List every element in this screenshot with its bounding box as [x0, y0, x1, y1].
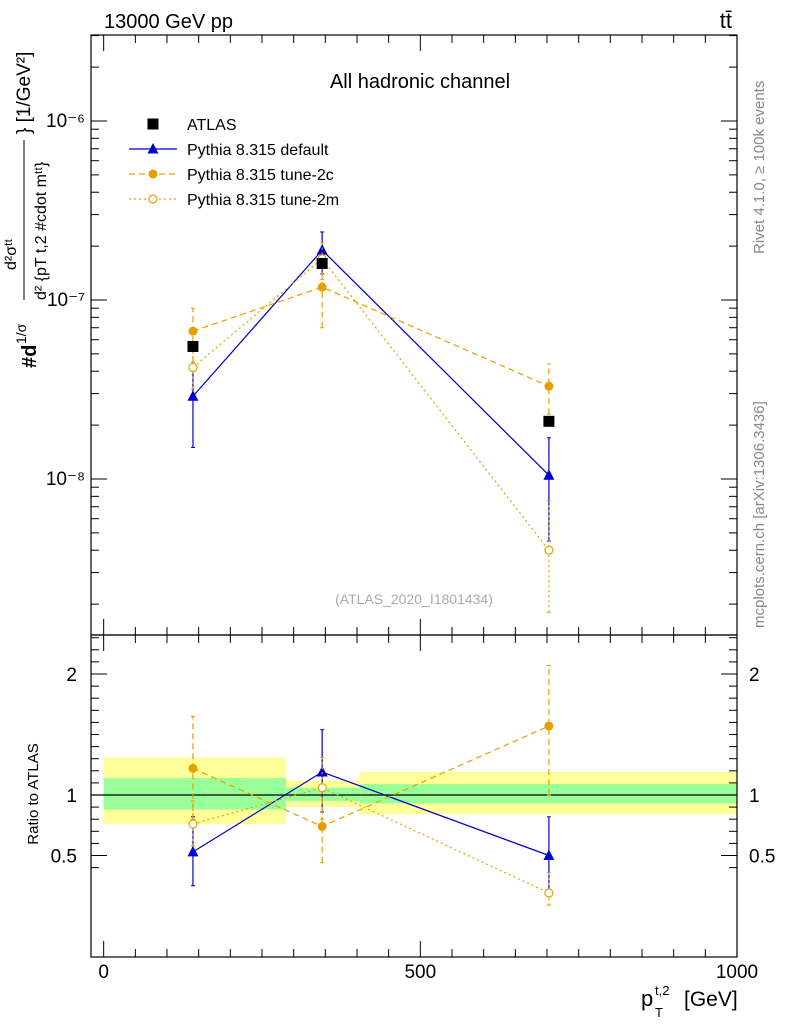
y-label-frac-num: d²σᵗᵗ — [3, 238, 20, 270]
ratio-line-3 — [192, 787, 550, 894]
ratio-plot-frame — [90, 634, 738, 958]
x-label-unit: [GeV] — [684, 988, 738, 1011]
ratio-tick-label-right: 0.5 — [749, 847, 775, 868]
legend-marker — [147, 143, 159, 154]
y-tick-label: 10⁻⁶ — [46, 111, 85, 132]
ratio-panel-data — [187, 665, 555, 906]
y-label-left-frac: 1/σ — [13, 323, 29, 344]
legend-marker — [148, 194, 158, 204]
data-point — [188, 326, 198, 336]
data-point — [187, 340, 199, 352]
ratio-y-label: Ratio to ATLAS — [25, 743, 42, 844]
ratio-point — [544, 721, 554, 731]
legend-marker — [147, 118, 159, 130]
energy-label: 13000 GeV pp — [104, 11, 233, 33]
watermark-label: (ATLAS_2020_I1801434) — [335, 591, 493, 607]
x-tick-label: 500 — [404, 962, 436, 983]
ratio-tick-label-right: 1 — [749, 786, 760, 807]
x-label-sub: T — [655, 1005, 663, 1020]
y-label-frac-den: d² {pT t,2 #cdot mᵗᵗ} — [33, 161, 50, 300]
ratio-point — [188, 763, 198, 773]
ratio-tick-label-left: 0.5 — [51, 847, 77, 868]
ratio-point — [316, 766, 328, 777]
data-point — [188, 362, 198, 373]
y-tick-label: 10⁻⁸ — [46, 469, 85, 490]
ratio-point — [188, 819, 198, 829]
data-point — [187, 390, 199, 401]
x-tick-label: 1000 — [716, 962, 758, 983]
legend-marker — [148, 169, 158, 179]
x-label-main: p — [641, 986, 653, 1011]
legend-label: Pythia 8.315 tune-2m — [187, 192, 339, 209]
legend-label: Pythia 8.315 tune-2c — [187, 167, 334, 184]
ratio-band-inner — [103, 778, 287, 810]
series-line-3 — [192, 257, 550, 551]
data-point — [544, 545, 554, 555]
ratio-point — [317, 821, 327, 831]
main-panel-data — [187, 231, 555, 613]
x-tick-label: 0 — [98, 962, 109, 983]
y-tick-label: 10⁻⁷ — [47, 290, 85, 311]
ratio-tick-label-right: 2 — [749, 665, 760, 686]
data-point — [544, 381, 554, 391]
legend-label: Pythia 8.315 default — [187, 142, 329, 159]
legend-label: ATLAS — [187, 117, 237, 134]
x-axis-label: p t,2 T [GeV] — [641, 983, 738, 1020]
ratio-axes: 0 500 1000 2 2 1 1 0.5 0.5 — [51, 35, 775, 983]
data-point — [316, 257, 328, 269]
series-line-2 — [192, 286, 550, 387]
ratio-tick-label-left: 1 — [66, 786, 77, 807]
ratio-band-inner — [286, 787, 361, 802]
process-label: tt̄ — [720, 8, 732, 33]
ratio-bands — [91, 757, 737, 825]
data-point — [543, 469, 555, 480]
ratio-point — [187, 845, 199, 857]
data-point — [543, 415, 555, 427]
side-label-2: mcplots.cern.ch [arXiv:1306.3436] — [751, 401, 768, 628]
main-axes: 10⁻⁶ 10⁻⁷ 10⁻⁸ — [46, 35, 737, 605]
ratio-point — [543, 849, 555, 860]
y-label-top: #d — [19, 345, 41, 368]
y-axis-label: #d 1/σ d²σᵗᵗ d² {pT t,2 #cdot mᵗᵗ} } [1/… — [3, 52, 50, 368]
y-label-unit: } [1/GeV²] — [14, 52, 35, 134]
x-label-sup: t,2 — [655, 983, 669, 998]
data-point — [317, 282, 327, 292]
side-label: Rivet 4.1.0, ≥ 100k events — [751, 81, 768, 254]
legend: ATLAS Pythia 8.315 default Pythia 8.315 tu… — [129, 117, 339, 209]
ratio-point — [544, 888, 554, 898]
ratio-tick-label-left: 2 — [66, 665, 77, 686]
ratio-point — [317, 783, 327, 793]
chart-title: All hadronic channel — [330, 71, 510, 93]
